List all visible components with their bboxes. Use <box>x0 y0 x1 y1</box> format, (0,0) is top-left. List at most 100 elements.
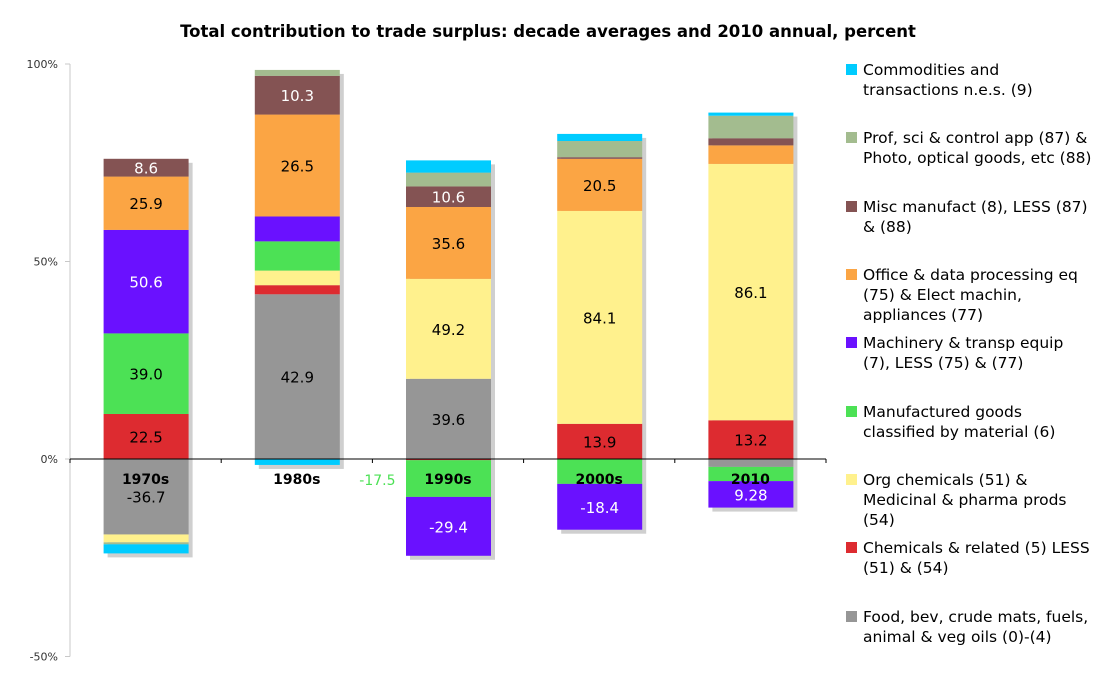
bar-segment <box>708 138 794 146</box>
bar-segment <box>103 229 189 334</box>
legend-swatch <box>846 542 857 553</box>
legend-item: Machinery & transp equip (7), LESS (75) … <box>846 333 1093 373</box>
category-label: 2000s <box>576 472 623 488</box>
legend-swatch <box>846 474 857 485</box>
legend-label: Prof, sci & control app (87) & Photo, op… <box>863 129 1092 167</box>
category-label: 2010 <box>731 472 770 488</box>
bar-segment <box>103 413 189 459</box>
y-tick-label: 0% <box>41 453 58 466</box>
bar-segment <box>406 186 491 207</box>
bar-segment <box>254 294 340 459</box>
bar-segment <box>708 466 794 482</box>
bar-segment <box>254 285 340 295</box>
data-label: 8.6 <box>134 160 158 178</box>
data-label: 50.6 <box>129 274 162 292</box>
bar-segment <box>406 460 491 497</box>
bar-segment <box>708 420 794 459</box>
bar-segment <box>406 278 491 379</box>
category-label: 1990s <box>424 472 471 488</box>
bar-segment <box>557 141 643 158</box>
bar-segment <box>103 459 189 535</box>
bar-segment <box>557 157 643 159</box>
bar-segment <box>103 542 189 545</box>
legend-label: Machinery & transp equip (7), LESS (75) … <box>863 334 1064 372</box>
category-label: 1970s <box>122 472 169 488</box>
data-label: -29.4 <box>429 518 468 536</box>
bar-segment <box>406 378 491 459</box>
legend-label: Chemicals & related (5) LESS (51) & (54) <box>863 539 1090 577</box>
bar-segment <box>708 163 794 421</box>
bar-segment <box>103 333 189 414</box>
y-tick-label: 50% <box>34 256 58 269</box>
bar-segment <box>406 496 491 556</box>
bar-segment <box>406 160 491 173</box>
legend-label: Org chemicals (51) & Medicinal & pharma … <box>863 471 1067 529</box>
bar-segment <box>103 158 189 177</box>
data-label: -36.7 <box>127 489 166 507</box>
data-label: 35.6 <box>432 235 465 253</box>
legend-label: Misc manufact (8), LESS (87) & (88) <box>863 198 1088 236</box>
bar-segment <box>557 483 643 530</box>
data-label: 49.2 <box>432 321 465 339</box>
data-label: 13.2 <box>734 432 767 450</box>
bar-segment <box>557 423 643 459</box>
legend-swatch <box>846 337 857 348</box>
legend-label: Food, bev, crude mats, fuels, animal & v… <box>863 608 1089 646</box>
legend-item: Prof, sci & control app (87) & Photo, op… <box>846 128 1093 168</box>
legend-swatch <box>846 132 857 143</box>
chart-title: Total contribution to trade surplus: dec… <box>180 22 916 41</box>
legend-item: Org chemicals (51) & Medicinal & pharma … <box>846 470 1093 530</box>
legend-item: Misc manufact (8), LESS (87) & (88) <box>846 197 1093 237</box>
data-label: 10.3 <box>281 87 314 105</box>
bar-segment <box>557 133 643 142</box>
bar-segment <box>708 459 794 467</box>
bar-segment <box>103 534 189 543</box>
bar-segment <box>557 210 643 424</box>
bar-segment <box>254 216 340 242</box>
legend-item: Chemicals & related (5) LESS (51) & (54) <box>846 538 1093 578</box>
annotation-label: -17.5 <box>359 473 395 489</box>
bar-segment <box>254 459 340 465</box>
category-label: 1980s <box>273 472 320 488</box>
legend-item: Manufactured goods classified by materia… <box>846 402 1093 442</box>
bar-segment <box>254 241 340 271</box>
bar-segment <box>708 115 794 139</box>
bar-segment <box>254 75 340 115</box>
data-label: 10.6 <box>432 189 465 207</box>
bar-segment <box>254 69 340 76</box>
data-label: 25.9 <box>129 195 162 213</box>
data-label: 42.9 <box>281 369 314 387</box>
data-label: 84.1 <box>583 309 616 327</box>
data-label: 22.5 <box>129 428 162 446</box>
y-tick-label: 100% <box>27 58 58 71</box>
legend-swatch <box>846 269 857 280</box>
legend-label: Office & data processing eq (75) & Elect… <box>863 266 1078 324</box>
bar-segment <box>103 176 189 230</box>
bar-segment <box>103 544 189 554</box>
bar-segment <box>254 270 340 286</box>
legend-swatch <box>846 64 857 75</box>
data-label: 86.1 <box>734 284 767 302</box>
legend-swatch <box>846 406 857 417</box>
bar-segment <box>254 114 340 217</box>
bar-segment <box>708 112 794 116</box>
data-label: 20.5 <box>583 177 616 195</box>
bar-segment <box>708 145 794 164</box>
legend-swatch <box>846 201 857 212</box>
legend-swatch <box>846 611 857 622</box>
legend-item: Food, bev, crude mats, fuels, animal & v… <box>846 607 1093 647</box>
data-label: -18.4 <box>580 499 619 517</box>
data-label: 9.28 <box>734 486 767 504</box>
bar-segment <box>557 158 643 211</box>
data-label: 13.9 <box>583 433 616 451</box>
data-label: 39.6 <box>432 411 465 429</box>
data-label: 26.5 <box>281 158 314 176</box>
data-label: 39.0 <box>129 366 162 384</box>
legend-label: Manufactured goods classified by materia… <box>863 403 1056 441</box>
legend-item: Commodities and transactions n.e.s. (9) <box>846 60 1093 100</box>
legend-item: Office & data processing eq (75) & Elect… <box>846 265 1093 325</box>
bar-segment <box>406 459 491 461</box>
bar-segment <box>708 481 794 508</box>
